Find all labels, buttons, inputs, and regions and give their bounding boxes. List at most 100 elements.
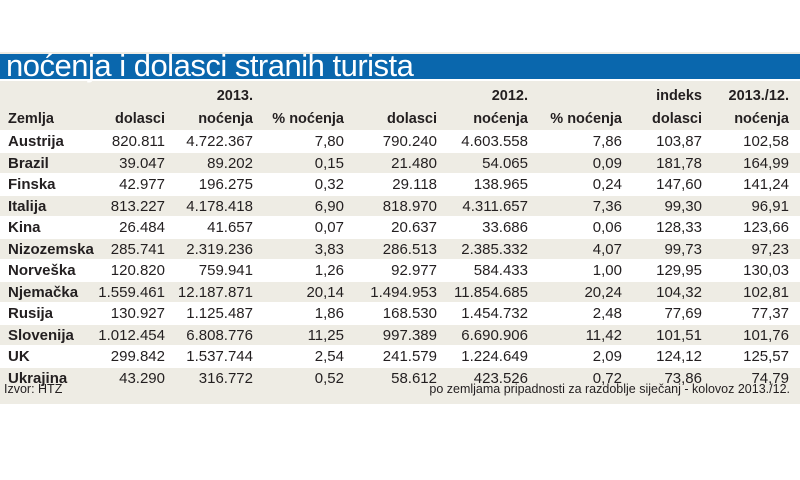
value-cell: 0,72 <box>592 369 622 387</box>
value-cell: 120.820 <box>110 262 165 279</box>
value-cell: 316.772 <box>198 369 253 387</box>
value-cell: 164,99 <box>743 154 789 172</box>
country-cell: Austrija <box>8 133 64 150</box>
table-row: Rusija 130.927 1.125.487 1,86 168.530 1.454.7… <box>0 302 800 325</box>
value-cell: 6,90 <box>314 197 344 215</box>
value-cell: 0,24 <box>592 176 622 193</box>
table-row: UK 299.842 1.537.744 2,54 241.579 1.224.649 2,… <box>0 345 800 368</box>
value-cell: 286.513 <box>382 240 437 258</box>
value-cell: 130.927 <box>110 305 165 322</box>
value-cell: 42.977 <box>119 176 165 193</box>
value-cell: 39.047 <box>119 154 165 172</box>
value-cell: 0,52 <box>314 369 344 387</box>
value-cell: 4.311.657 <box>462 197 528 215</box>
value-cell: 92.977 <box>391 262 437 279</box>
value-cell: 285.741 <box>110 240 165 258</box>
country-cell: Ukrajina <box>8 369 68 387</box>
value-cell: 7,86 <box>592 133 622 150</box>
value-cell: 89.202 <box>207 154 253 172</box>
value-cell: 41.657 <box>207 219 253 236</box>
value-cell: 74,79 <box>751 369 789 387</box>
country-cell: Italija <box>8 197 47 215</box>
value-cell: 99,73 <box>664 240 702 258</box>
table-row: Ukrajina 43.290 316.772 0,52 58.612 423.526 0,… <box>0 367 800 390</box>
value-cell: 6.808.776 <box>186 326 253 344</box>
value-cell: 2,09 <box>592 348 622 365</box>
value-cell: 103,87 <box>656 133 702 150</box>
value-cell: 43.290 <box>119 369 165 387</box>
country-cell: Nizozemska <box>8 240 94 258</box>
value-cell: 6.690.906 <box>461 326 528 344</box>
table-row: Italija 813.227 4.178.418 6,90 818.970 4.311.… <box>0 195 800 218</box>
value-cell: 29.118 <box>392 176 437 193</box>
value-cell: 0,09 <box>592 154 622 172</box>
table-row: Austrija 820.811 4.722.367 7,80 790.240 4.603… <box>0 130 800 153</box>
value-cell: 20,14 <box>306 283 344 301</box>
value-cell: 790.240 <box>382 133 437 150</box>
table-row: Kina 26.484 41.657 0,07 20.637 33.686 0,06 128,… <box>0 216 800 239</box>
country-cell: Njemačka <box>8 283 79 301</box>
value-cell: 102,58 <box>743 133 789 150</box>
value-cell: 241.579 <box>382 348 437 365</box>
value-cell: 77,37 <box>751 305 789 322</box>
value-cell: 96,91 <box>751 197 789 215</box>
column-header: % noćenja <box>272 111 344 127</box>
value-cell: 129,95 <box>656 262 702 279</box>
value-cell: 2,48 <box>592 305 622 322</box>
table-title: noćenja i dolasci stranih turista <box>6 48 414 83</box>
column-header: dolasci <box>652 111 702 127</box>
source-note: Izvor: HTZ <box>4 382 63 396</box>
value-cell: 820.811 <box>111 133 165 150</box>
country-cell: UK <box>8 348 30 365</box>
value-cell: 4.178.418 <box>186 197 253 215</box>
value-cell: 818.970 <box>382 197 437 215</box>
value-cell: 33.686 <box>482 219 528 236</box>
value-cell: 130,03 <box>743 262 789 279</box>
value-cell: 2.385.332 <box>461 240 528 258</box>
value-cell: 181,78 <box>656 154 702 172</box>
column-header: dolasci <box>387 111 437 127</box>
value-cell: 138.965 <box>473 176 528 193</box>
column-header: noćenja <box>734 111 789 127</box>
title-bar: noćenja i dolasci stranih turista <box>0 48 800 83</box>
value-cell: 7,36 <box>592 197 622 215</box>
table-row: Finska 42.977 196.275 0,32 29.118 138.965 0,24… <box>0 173 800 196</box>
value-cell: 21.480 <box>391 154 437 172</box>
value-cell: 54.065 <box>482 154 528 172</box>
column-header: noćenja <box>473 111 528 127</box>
value-cell: 0,07 <box>314 219 344 236</box>
value-cell: 26.484 <box>119 219 165 236</box>
value-cell: 73,86 <box>664 369 702 387</box>
table-row: Norveška 120.820 759.941 1,26 92.977 584.433 1… <box>0 259 800 282</box>
column-header: noćenja <box>198 111 253 127</box>
value-cell: 759.941 <box>198 262 253 279</box>
value-cell: 101,76 <box>743 326 789 344</box>
table-row: Brazil 39.047 89.202 0,15 21.480 54.065 0,09 18… <box>0 152 800 175</box>
value-cell: 1.559.461 <box>98 283 165 301</box>
value-cell: 4,07 <box>592 240 622 258</box>
table-row: Njemačka 1.559.461 12.187.871 20,14 1.494.95… <box>0 281 800 304</box>
value-cell: 1.224.649 <box>461 348 528 365</box>
value-cell: 2,54 <box>314 348 344 365</box>
value-cell: 2.319.236 <box>186 240 253 258</box>
value-cell: 97,23 <box>751 240 789 258</box>
value-cell: 11,25 <box>307 326 344 344</box>
value-cell: 102,81 <box>743 283 789 301</box>
period-note: po zemljama pripadnosti za razdoblje sij… <box>429 382 790 396</box>
column-header: Zemlja <box>8 111 54 127</box>
column-header: dolasci <box>115 111 165 127</box>
value-cell: 101,51 <box>656 326 702 344</box>
column-header: % noćenja <box>550 111 622 127</box>
value-cell: 7,80 <box>314 133 344 150</box>
value-cell: 147,60 <box>656 176 702 193</box>
country-cell: Finska <box>8 176 56 193</box>
value-cell: 125,57 <box>743 348 789 365</box>
value-cell: 168.530 <box>382 305 437 322</box>
value-cell: 1.012.454 <box>98 326 165 344</box>
value-cell: 0,15 <box>314 154 344 172</box>
value-cell: 128,33 <box>656 219 702 236</box>
value-cell: 196.275 <box>198 176 253 193</box>
value-cell: 1.454.732 <box>461 305 528 322</box>
value-cell: 0,06 <box>592 219 622 236</box>
value-cell: 1,26 <box>314 262 344 279</box>
